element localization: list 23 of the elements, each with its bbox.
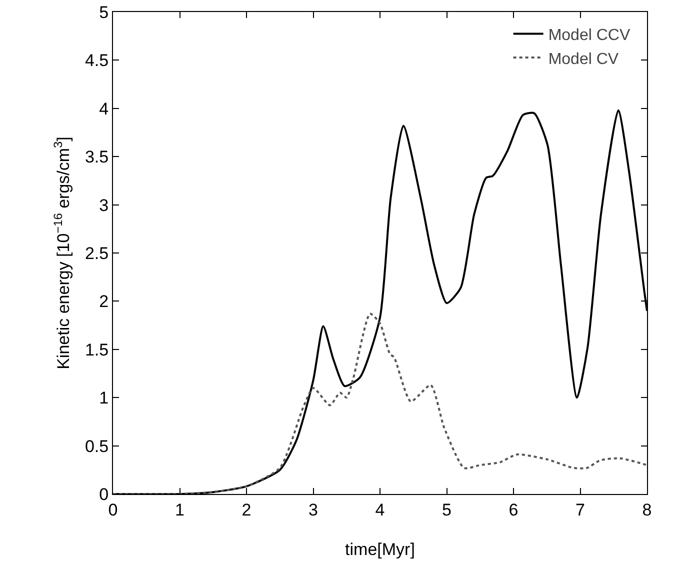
x-tick-label: 7	[576, 500, 585, 520]
y-tick-label: 4.5	[84, 51, 109, 70]
x-tick-label: 6	[508, 500, 518, 520]
y-tick-label: 4	[99, 99, 109, 118]
y-tick-label: 2.5	[84, 244, 109, 263]
x-tick-label: 3	[308, 500, 318, 520]
x-axis-title: time[Myr]	[345, 540, 415, 559]
x-tick-label: 4	[375, 500, 385, 520]
y-tick-label: 2	[99, 292, 109, 312]
legend-label: Model CCV	[548, 26, 630, 44]
y-tick-label: 0.5	[84, 436, 109, 456]
x-tick-label: 8	[642, 500, 652, 520]
y-tick-label: 3	[99, 196, 109, 215]
x-tick-label: 1	[175, 500, 184, 520]
x-tick-label: 5	[442, 500, 452, 520]
x-tick-label: 2	[242, 500, 252, 520]
line-series	[113, 312, 647, 494]
y-tick-label: 1.5	[84, 340, 109, 360]
y-tick-label: 0	[99, 484, 109, 504]
y-tick-label: 3.5	[84, 148, 109, 167]
legend-label: Model CV	[548, 50, 619, 68]
y-tick-label: 5	[99, 2, 109, 22]
y-tick-label: 1	[99, 388, 109, 408]
